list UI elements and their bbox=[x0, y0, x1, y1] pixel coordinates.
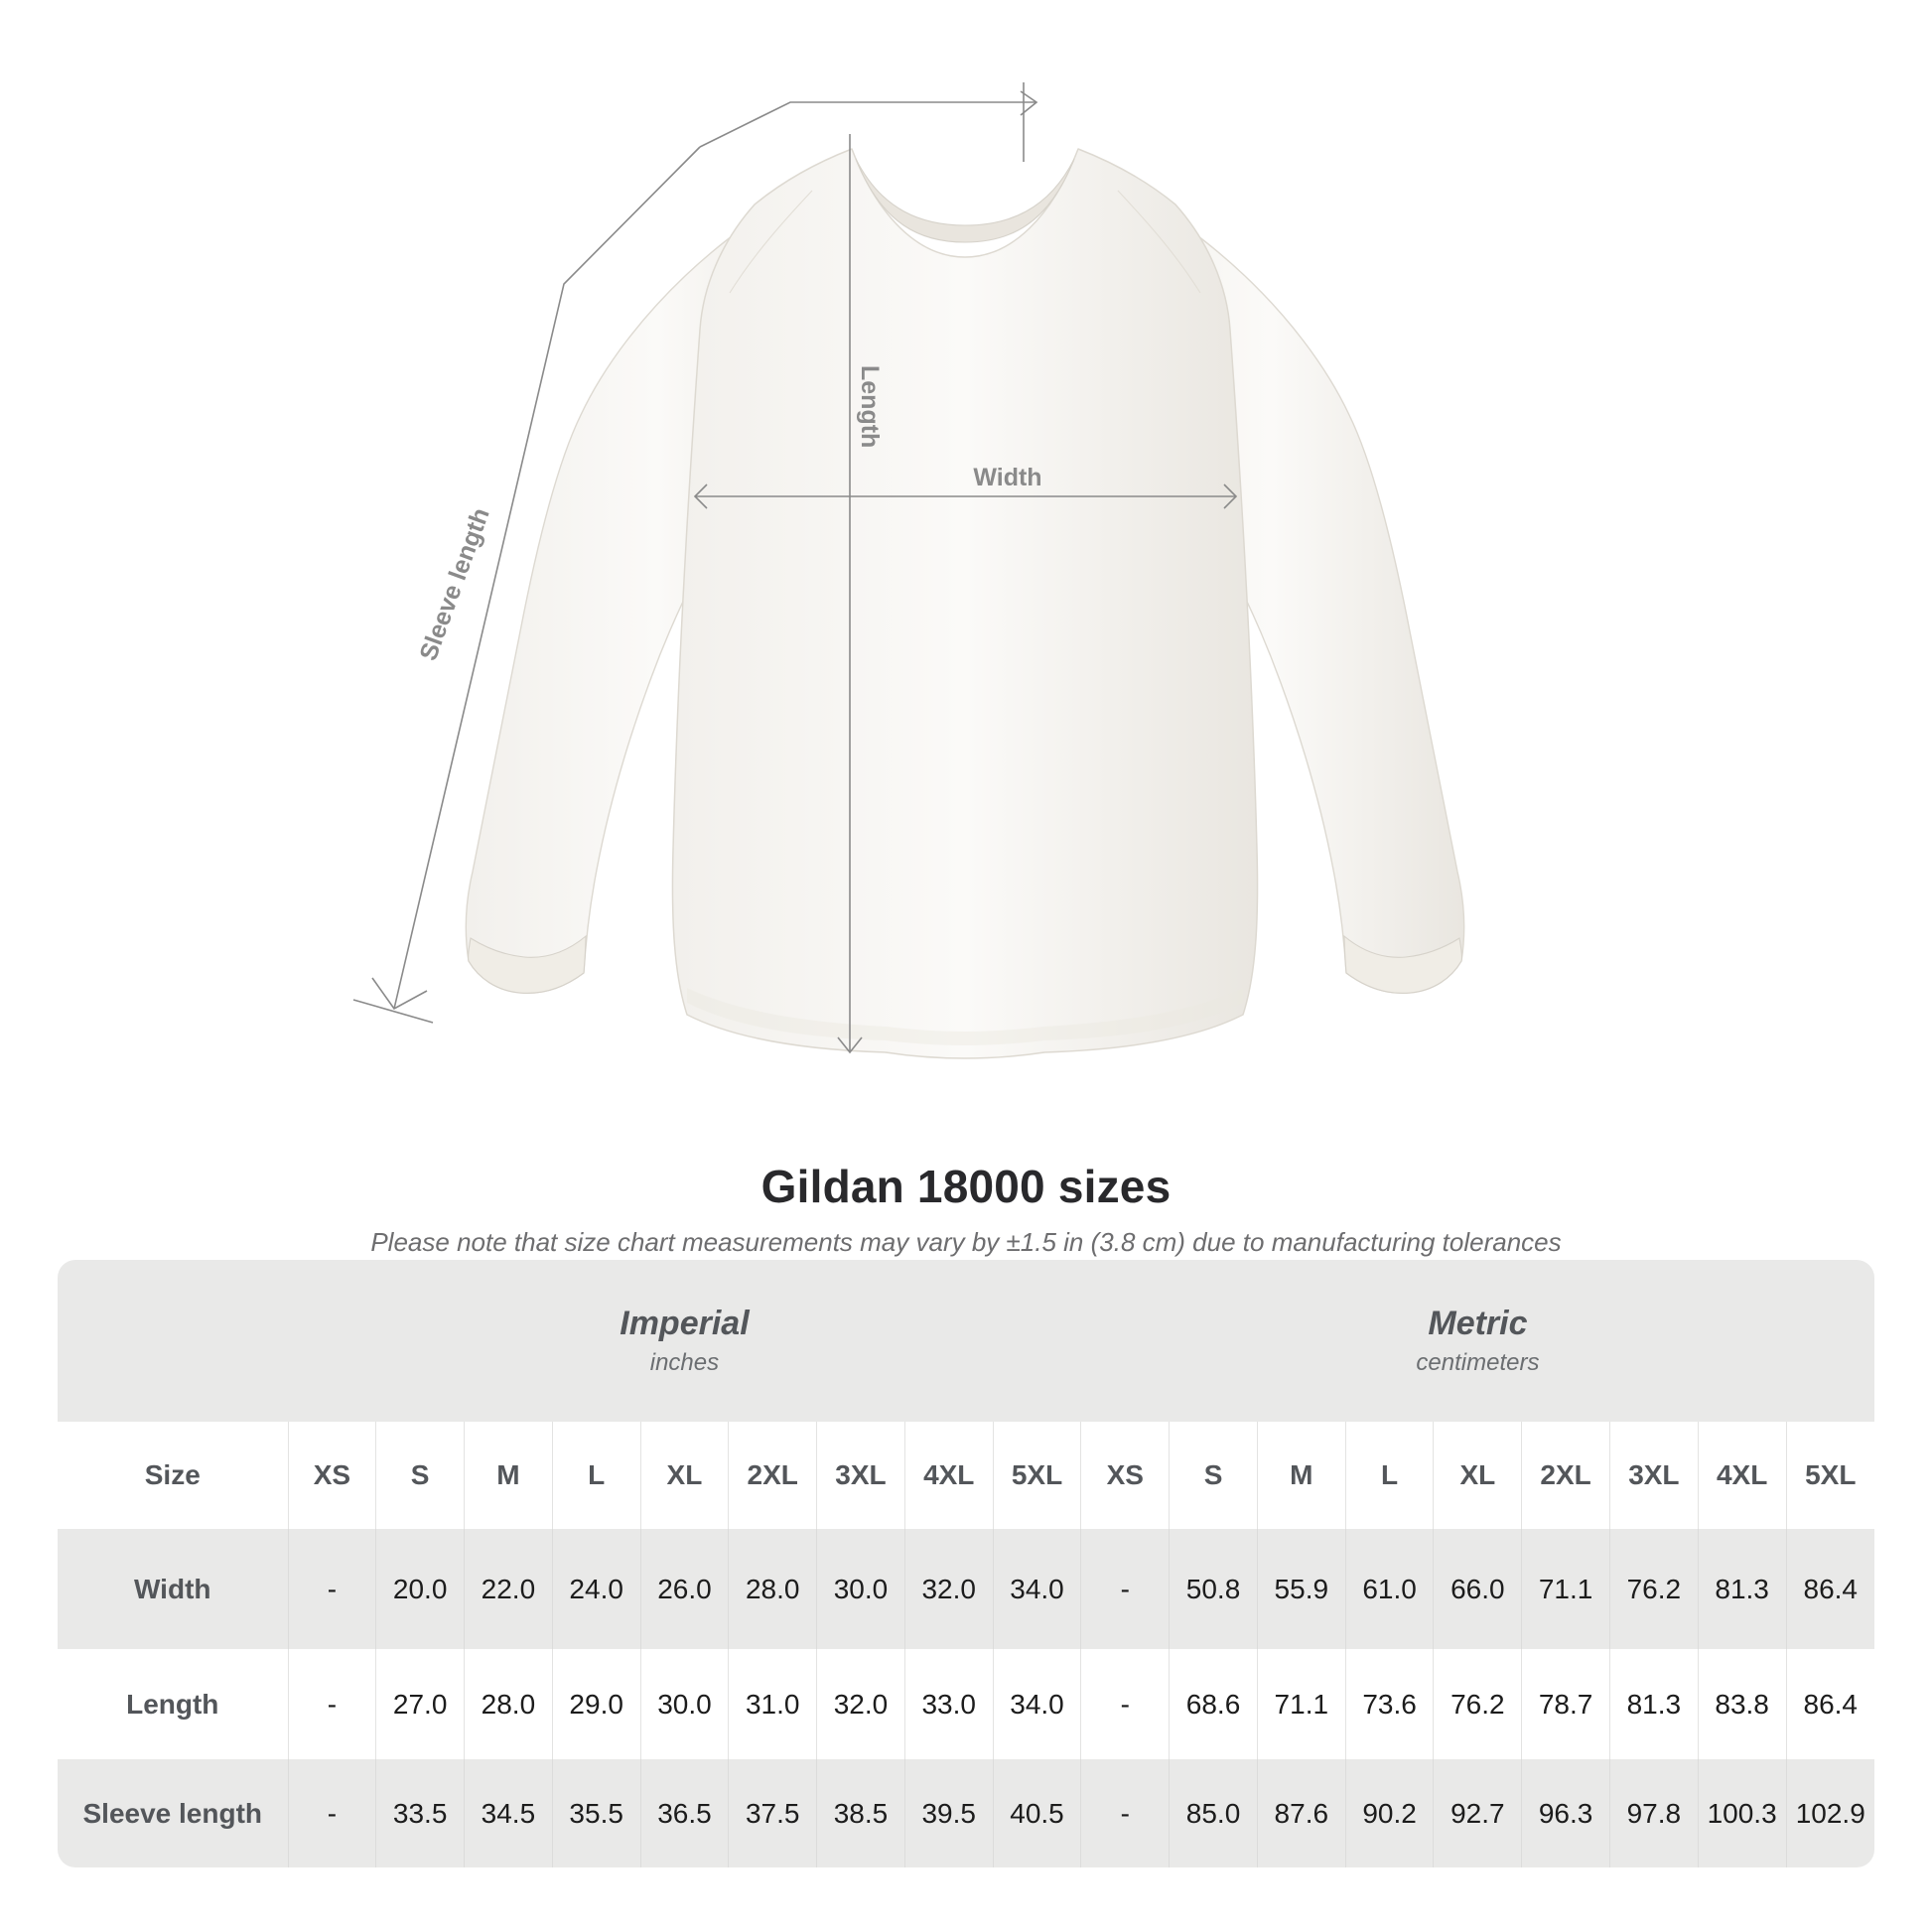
svg-text:Length: Length bbox=[856, 365, 884, 448]
svg-text:Width: Width bbox=[973, 464, 1041, 491]
svg-text:Sleeve length: Sleeve length bbox=[414, 504, 494, 664]
